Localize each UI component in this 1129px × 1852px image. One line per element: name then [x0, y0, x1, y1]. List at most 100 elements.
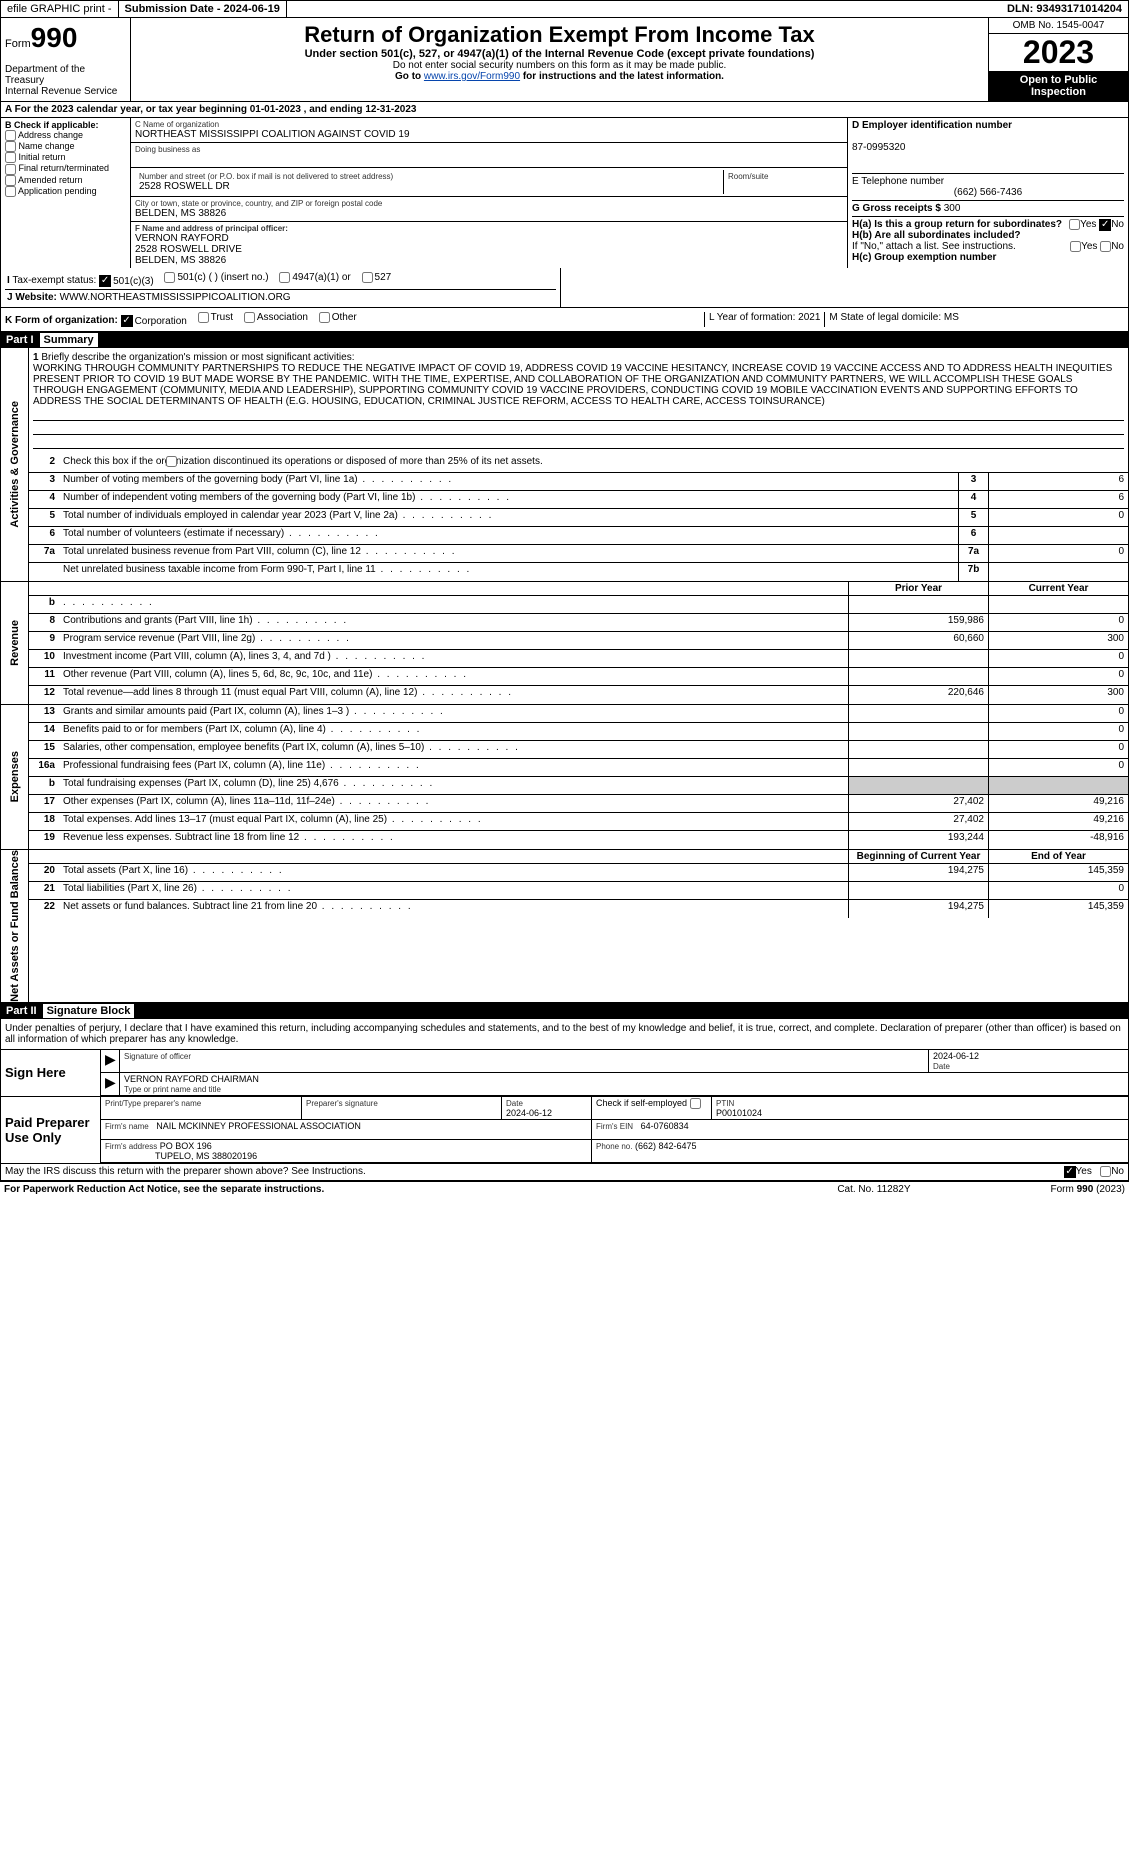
line-19: 19 Revenue less expenses. Subtract line … [29, 831, 1128, 849]
website-value: WWW.NORTHEASTMISSISSIPPICOALITION.ORG [60, 292, 291, 303]
ha-yes[interactable] [1069, 219, 1080, 230]
cb-trust[interactable] [198, 312, 209, 323]
cb-other[interactable] [319, 312, 330, 323]
cb-corp-checked: ✓ [121, 315, 133, 327]
firm-name: NAIL MCKINNEY PROFESSIONAL ASSOCIATION [156, 1121, 361, 1131]
line-7b: Net unrelated business taxable income fr… [29, 563, 1128, 581]
pra-notice: For Paperwork Reduction Act Notice, see … [4, 1184, 324, 1195]
goto-pre: Go to [395, 71, 424, 82]
th-curr: Current Year [988, 582, 1128, 595]
line-4: 4 Number of independent voting members o… [29, 491, 1128, 509]
cb-assoc[interactable] [244, 312, 255, 323]
perjury-statement: Under penalties of perjury, I declare th… [0, 1019, 1129, 1049]
line-9: 9 Program service revenue (Part VIII, li… [29, 632, 1128, 650]
check-se: Check if self-employed [596, 1098, 687, 1108]
row-k: K Form of organization: ✓ Corporation Tr… [0, 308, 1129, 332]
officer-print-name: VERNON RAYFORD CHAIRMAN [124, 1074, 259, 1084]
officer-name: VERNON RAYFORD [135, 233, 843, 244]
cb-initial-return[interactable]: Initial return [5, 152, 126, 163]
officer-addr2: BELDEN, MS 38826 [135, 255, 843, 266]
cb-amended[interactable]: Amended return [5, 175, 126, 186]
line-6: 6 Total number of volunteers (estimate i… [29, 527, 1128, 545]
street-value: 2528 ROSWELL DR [139, 181, 719, 192]
goto-post: for instructions and the latest informat… [520, 71, 724, 82]
line-17: 17 Other expenses (Part IX, column (A), … [29, 795, 1128, 813]
firm-ein: 64-0760834 [641, 1121, 689, 1131]
discuss-row: May the IRS discuss this return with the… [0, 1164, 1129, 1181]
line-13: 13 Grants and similar amounts paid (Part… [29, 705, 1128, 723]
q1-label: Briefly describe the organization's miss… [41, 352, 354, 363]
line-b: b Total fundraising expenses (Part IX, c… [29, 777, 1128, 795]
ha-label: H(a) Is this a group return for subordin… [852, 219, 1062, 230]
part2-header: Part IISignature Block [0, 1003, 1129, 1019]
line-18: 18 Total expenses. Add lines 13–17 (must… [29, 813, 1128, 831]
irs-link[interactable]: www.irs.gov/Form990 [424, 71, 520, 82]
form-title: Return of Organization Exempt From Incom… [135, 22, 984, 48]
line-11: 11 Other revenue (Part VIII, column (A),… [29, 668, 1128, 686]
cb-discontinued[interactable] [166, 456, 177, 467]
form-label: Form [5, 38, 31, 50]
cb-app-pending[interactable]: Application pending [5, 186, 126, 197]
cb-4947[interactable] [279, 272, 290, 283]
line-7a: 7a Total unrelated business revenue from… [29, 545, 1128, 563]
part1-rev: Revenue Prior YearCurrent Year b 8 Contr… [0, 582, 1129, 705]
q2-text: Check this box if the organization disco… [59, 455, 1128, 472]
ptin-value: P00101024 [716, 1108, 762, 1118]
vlabel-na: Net Assets or Fund Balances [9, 850, 21, 1002]
cb-501c[interactable] [164, 272, 175, 283]
prep-sig-label: Preparer's signature [306, 1099, 378, 1108]
th-prior: Prior Year [848, 582, 988, 595]
city-label: City or town, state or province, country… [135, 199, 843, 208]
omb-number: OMB No. 1545-0047 [989, 18, 1128, 34]
sign-here-label: Sign Here [1, 1050, 101, 1096]
city-value: BELDEN, MS 38826 [135, 208, 843, 219]
line-22: 22 Net assets or fund balances. Subtract… [29, 900, 1128, 918]
dln-value: 93493171014204 [1036, 3, 1122, 15]
firm-addr1: PO BOX 196 [160, 1141, 212, 1151]
gross-receipts-label: G Gross receipts $ [852, 203, 941, 214]
ein-value: 87-0995320 [852, 142, 905, 153]
page-footer: For Paperwork Reduction Act Notice, see … [0, 1181, 1129, 1197]
cat-no: Cat. No. 11282Y [837, 1184, 910, 1195]
row-a-tax-year: A For the 2023 calendar year, or tax yea… [0, 102, 1129, 118]
prep-name-label: Print/Type preparer's name [105, 1099, 201, 1108]
row-i-j: I Tax-exempt status: ✓ 501(c)(3) 501(c) … [0, 268, 1129, 308]
cb-self-employed[interactable] [690, 1098, 701, 1109]
tax-year: 2023 [989, 34, 1128, 71]
cb-address-change[interactable]: Address change [5, 130, 126, 141]
cb-name-change[interactable]: Name change [5, 141, 126, 152]
gross-receipts-value: 300 [944, 203, 961, 214]
form-number: 990 [31, 22, 78, 53]
hc-label: H(c) Group exemption number [852, 252, 996, 263]
form-ref: Form 990 (2023) [1051, 1184, 1125, 1195]
officer-addr1: 2528 ROSWELL DRIVE [135, 244, 843, 255]
cb-527[interactable] [362, 272, 373, 283]
vlabel-rev: Revenue [9, 620, 21, 666]
tax-status-label: Tax-exempt status: [12, 275, 96, 286]
cb-501c3-checked: ✓ [99, 275, 111, 287]
phone-value: (662) 566-7436 [852, 187, 1124, 198]
cb-final-return[interactable]: Final return/terminated [5, 163, 126, 174]
year-formation: L Year of formation: 2021 [704, 312, 824, 327]
dln-label: DLN: [1007, 3, 1033, 15]
form-subtitle: Under section 501(c), 527, or 4947(a)(1)… [135, 48, 984, 60]
part1-ag: Activities & Governance 1 Briefly descri… [0, 348, 1129, 582]
line-10: 10 Investment income (Part VIII, column … [29, 650, 1128, 668]
open-public: Open to Public Inspection [989, 71, 1128, 101]
room-label: Room/suite [728, 172, 839, 181]
org-name: NORTHEAST MISSISSIPPI COALITION AGAINST … [135, 129, 843, 140]
efile-label: efile GRAPHIC print - [1, 1, 119, 17]
part1-na: Net Assets or Fund Balances Beginning of… [0, 850, 1129, 1003]
part1-exp: Expenses 13 Grants and similar amounts p… [0, 705, 1129, 850]
hb-no[interactable] [1100, 241, 1111, 252]
prep-date: 2024-06-12 [506, 1108, 552, 1118]
line-b: b [29, 596, 1128, 614]
phone-label: E Telephone number [852, 176, 944, 187]
line-20: 20 Total assets (Part X, line 16) 194,27… [29, 864, 1128, 882]
discuss-no[interactable] [1100, 1166, 1111, 1177]
th-end: End of Year [988, 850, 1128, 863]
arrow-icon: ▶ [101, 1073, 119, 1095]
hb-yes[interactable] [1070, 241, 1081, 252]
firm-phone: (662) 842-6475 [635, 1141, 697, 1151]
vlabel-ag: Activities & Governance [9, 401, 21, 528]
